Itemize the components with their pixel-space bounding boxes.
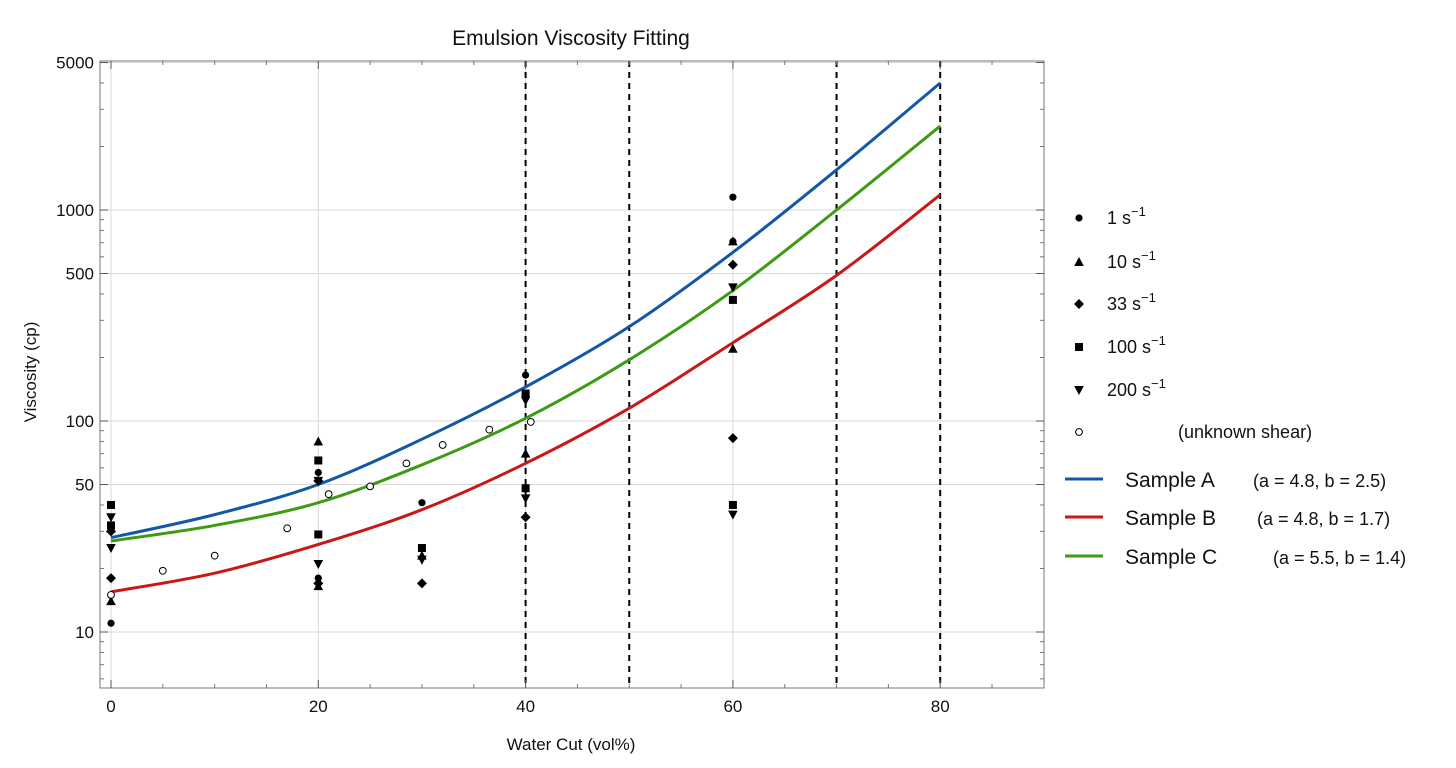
data-point-triangle-down xyxy=(106,513,116,523)
x-axis-label: Water Cut (vol%) xyxy=(507,735,636,754)
x-tick-label: 20 xyxy=(309,697,328,716)
data-point-triangle-up xyxy=(313,436,324,446)
legend-label: 10 s−1 xyxy=(1107,248,1156,272)
data-point-open-circle xyxy=(324,490,333,499)
data-point-square xyxy=(728,295,737,304)
data-point-square xyxy=(314,456,323,465)
legend-label: (unknown shear) xyxy=(1178,422,1312,442)
legend-label: 33 s−1 xyxy=(1107,290,1156,314)
data-point-square xyxy=(728,500,737,509)
data-point-triangle-down xyxy=(313,560,324,570)
legend-marker-circle xyxy=(1075,214,1083,222)
x-tick-label: 0 xyxy=(106,697,115,716)
data-point-square xyxy=(521,389,530,398)
data-point-triangle-up xyxy=(728,236,738,246)
data-point-triangle-down xyxy=(728,510,738,520)
legend-fit-name: Sample A xyxy=(1125,469,1215,492)
data-point-open-circle xyxy=(402,459,411,468)
legend-marker-open-circle xyxy=(1075,428,1083,436)
data-point-triangle-up xyxy=(728,343,738,353)
y-axis-label: Viscosity (cp) xyxy=(21,322,40,423)
data-point-triangle-down xyxy=(520,494,531,504)
data-point-diamond xyxy=(313,578,324,589)
data-point-open-circle xyxy=(526,418,535,426)
legend-label: 100 s−1 xyxy=(1107,333,1166,357)
data-point-open-circle xyxy=(158,566,167,575)
fit-curves xyxy=(110,81,942,594)
fit-curve-sample-a xyxy=(110,81,942,540)
data-point-open-circle xyxy=(210,551,219,560)
axis-ticks: 0 20 40 60 80 10 50 100 500 1000 5000 xyxy=(56,54,1044,716)
data-point-triangle-down xyxy=(313,476,324,486)
data-point-diamond xyxy=(727,433,738,444)
y-tick-label: 5000 xyxy=(56,54,94,73)
vertical-dashed-lines xyxy=(524,61,942,688)
data-point-triangle-up xyxy=(520,448,531,458)
legend-label: 1 s−1 xyxy=(1107,204,1146,228)
legend-marker-triangle-up xyxy=(1074,257,1084,266)
legend-fit-params: (a = 4.8, b = 1.7) xyxy=(1257,509,1390,529)
data-point-triangle-up xyxy=(106,596,116,606)
legend-label-superscript: −1 xyxy=(1151,333,1166,348)
legend-label-superscript: −1 xyxy=(1141,290,1156,305)
y-tick-label: 1000 xyxy=(56,201,94,220)
legend-fit-params: (a = 5.5, b = 1.4) xyxy=(1273,548,1406,568)
data-point-circle xyxy=(314,468,322,477)
data-point-open-circle xyxy=(366,482,375,491)
x-tick-label: 40 xyxy=(516,697,535,716)
data-point-circle xyxy=(418,499,426,507)
data-point-circle xyxy=(522,371,530,379)
legend-label: 200 s−1 xyxy=(1107,376,1166,400)
legend-label-superscript: −1 xyxy=(1141,248,1156,263)
data-point-open-circle xyxy=(283,524,292,533)
data-point-diamond xyxy=(416,578,427,589)
y-tick-label: 500 xyxy=(66,265,94,284)
data-point-square xyxy=(417,544,426,553)
legend-fit-name: Sample C xyxy=(1125,546,1217,569)
y-tick-label: 50 xyxy=(75,476,94,495)
data-point-triangle-down xyxy=(106,544,116,554)
data-point-open-circle xyxy=(107,590,115,599)
data-point-square xyxy=(107,500,115,509)
legend-marker-diamond xyxy=(1074,299,1084,309)
plot-frame xyxy=(99,60,1045,689)
data-point-triangle-down xyxy=(728,283,738,293)
data-point-diamond xyxy=(727,259,738,270)
fit-curve-sample-c xyxy=(110,124,942,543)
legend-label-superscript: −1 xyxy=(1151,376,1166,391)
data-point-circle xyxy=(314,574,322,582)
legend: 1 s−1 10 s−1 33 s−1 100 s−1 200 s−1 (unknown … xyxy=(1065,204,1406,569)
data-point-diamond xyxy=(106,573,116,584)
data-point-triangle-down xyxy=(417,555,427,565)
x-tick-label: 80 xyxy=(931,697,950,716)
data-point-square xyxy=(107,521,115,530)
legend-marker-triangle-down xyxy=(1074,386,1084,395)
legend-fit-name: Sample B xyxy=(1125,507,1216,530)
legend-fit-params: (a = 4.8, b = 2.5) xyxy=(1253,471,1386,491)
data-point-circle xyxy=(107,619,115,627)
fit-curve-sample-b xyxy=(110,193,942,594)
data-point-open-circle xyxy=(438,441,447,449)
x-tick-label: 60 xyxy=(723,697,742,716)
legend-marker-square xyxy=(1075,343,1083,351)
data-point-circle xyxy=(729,193,737,201)
legend-label-superscript: −1 xyxy=(1131,204,1146,219)
data-point-open-circle xyxy=(485,425,494,434)
chart-title: Emulsion Viscosity Fitting xyxy=(452,27,690,50)
data-point-diamond xyxy=(520,512,531,523)
data-points xyxy=(106,193,738,627)
data-point-triangle-down xyxy=(520,396,531,406)
y-tick-label: 100 xyxy=(66,412,94,431)
y-tick-label: 10 xyxy=(75,623,94,642)
data-point-square xyxy=(314,530,323,539)
data-point-square xyxy=(521,484,530,493)
